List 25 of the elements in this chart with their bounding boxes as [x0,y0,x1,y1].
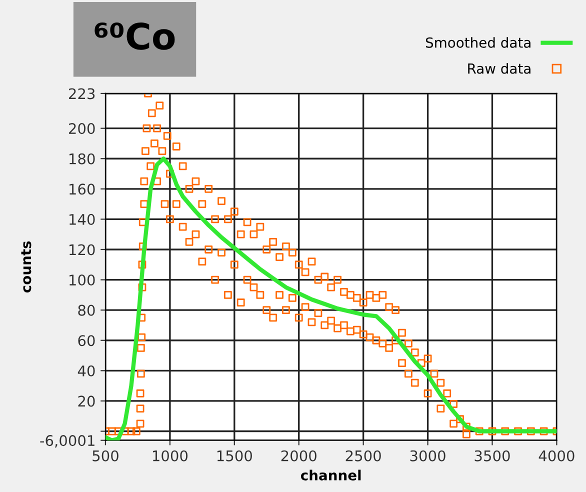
y-axis-title: counts [21,241,32,293]
x-tick-label: 2000 [281,450,316,462]
x-tick-label: 1000 [152,450,188,462]
y-tick-label: 40 [78,365,95,376]
y-tick-label: 100 [70,274,95,286]
y-tick-label: -6,0001 [40,435,94,448]
y-tick-label: 20 [78,396,95,407]
y-tick-label: 180 [70,153,95,164]
x-tick-label: 500 [92,450,118,462]
y-tick-label: 80 [78,304,95,316]
y-tick-label: 60 [78,335,95,346]
x-tick-label: 1500 [217,450,252,462]
x-tick-label: 3000 [410,450,446,462]
y-tick-label: 200 [68,123,95,134]
x-axis-title: channel [300,470,361,480]
legend-label: Smoothed data [426,37,530,48]
x-tick-label: 4000 [538,450,574,462]
y-tick-label: 140 [70,214,95,225]
legend-label: Raw data [468,63,530,74]
x-tick-label: 3500 [474,450,510,462]
chart-title: ⁶⁰Co [94,22,175,50]
y-tick-label: 223 [68,88,95,100]
y-tick-label: 120 [70,244,95,256]
y-tick-label: 160 [70,184,95,195]
x-tick-label: 2500 [346,450,381,462]
